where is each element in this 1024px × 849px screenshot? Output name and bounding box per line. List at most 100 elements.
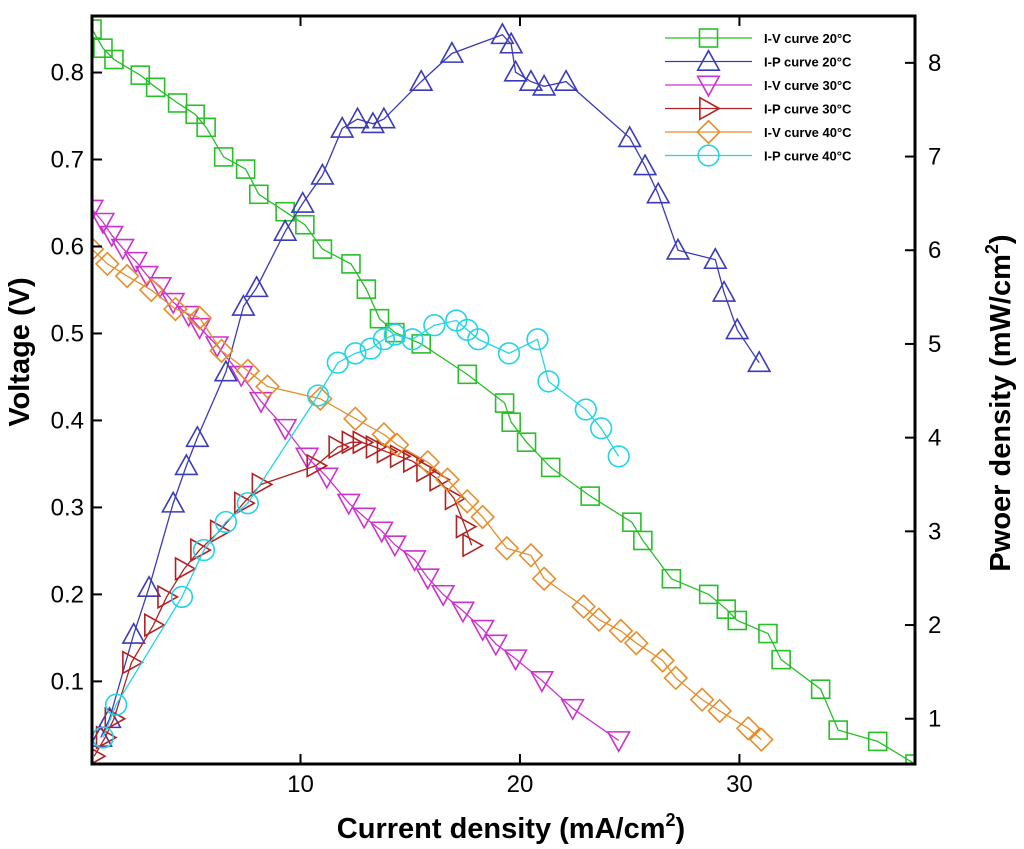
data-point	[727, 610, 748, 631]
data-point	[360, 111, 386, 134]
data-point	[341, 430, 364, 455]
y-axis-title: Voltage (V)	[4, 277, 36, 426]
data-point	[365, 434, 388, 460]
legend-label: I-V curve 40°C	[764, 125, 852, 140]
data-point	[272, 418, 298, 441]
legend-label: I-V curve 30°C	[764, 78, 852, 93]
y-tick-label: 0.3	[51, 494, 84, 521]
data-point	[138, 277, 164, 303]
data-point	[735, 715, 761, 741]
data-point	[689, 687, 715, 713]
data-point	[314, 467, 339, 490]
y-tick-label: 0.5	[51, 320, 84, 347]
x-tick-label: 30	[726, 771, 753, 798]
data-point	[371, 421, 397, 447]
data-point	[439, 41, 465, 63]
data-point	[518, 69, 544, 92]
legend-label: I-P curve 30°C	[764, 102, 852, 117]
data-point	[415, 568, 440, 591]
y2-axis-title-end: )	[985, 234, 1017, 244]
data-point	[450, 601, 476, 624]
data-point	[462, 533, 485, 558]
data-point	[499, 31, 524, 54]
data-point	[516, 432, 537, 452]
data-point	[531, 73, 557, 96]
data-point	[209, 338, 234, 364]
data-point	[187, 305, 212, 331]
data-point	[503, 59, 528, 82]
data-point	[174, 556, 197, 581]
data-point	[170, 585, 194, 609]
data-point	[345, 106, 370, 129]
y-tick-label: 0.1	[51, 668, 84, 695]
data-point	[716, 599, 737, 619]
data-point	[867, 731, 888, 752]
data-point	[828, 720, 848, 740]
series-4	[92, 236, 774, 753]
data-point	[415, 449, 441, 475]
data-point	[235, 159, 256, 179]
data-point	[571, 594, 596, 619]
data-point	[409, 69, 434, 92]
data-point	[633, 530, 653, 551]
data-point	[99, 225, 124, 248]
data-point	[310, 162, 335, 185]
y-tick-label: 0.4	[51, 407, 84, 434]
data-point	[470, 619, 495, 642]
data-point	[204, 336, 230, 359]
y2-tick-label: 8	[928, 50, 941, 77]
data-point	[94, 251, 120, 277]
data-point	[95, 725, 118, 750]
data-point	[526, 328, 549, 351]
y-tick-label: 0.7	[51, 147, 84, 174]
data-point	[622, 512, 642, 533]
data-point	[698, 584, 719, 605]
data-point	[725, 317, 750, 340]
x-tick-label: 10	[287, 771, 314, 798]
data-point	[574, 398, 597, 421]
y2-tick-label: 1	[928, 706, 941, 733]
data-point	[104, 49, 124, 70]
data-point	[537, 370, 560, 393]
data-point	[136, 575, 162, 598]
data-point	[92, 212, 116, 235]
data-point	[518, 542, 544, 568]
data-point	[531, 566, 557, 592]
x-axis-title: Current density (mA/cm2)	[337, 810, 685, 845]
data-point	[251, 472, 274, 497]
data-point	[747, 350, 772, 373]
data-point	[529, 671, 555, 693]
data-point	[494, 393, 515, 413]
data-point	[295, 214, 315, 235]
y-tick-label: 0.6	[51, 233, 84, 260]
data-point	[771, 649, 791, 670]
data-point	[192, 538, 216, 562]
data-point	[483, 634, 508, 657]
data-point	[402, 448, 425, 474]
data-point	[306, 453, 329, 478]
data-point	[326, 351, 349, 374]
data-point	[92, 748, 107, 764]
data-point	[93, 38, 113, 58]
data-point	[114, 263, 140, 289]
data-point	[661, 568, 682, 589]
data-point	[430, 584, 456, 607]
data-point	[617, 125, 642, 148]
data-point	[235, 358, 261, 384]
series-line	[100, 33, 760, 738]
data-point	[121, 621, 146, 644]
series-line	[93, 441, 473, 757]
data-point	[455, 514, 478, 539]
legend-marker	[697, 144, 720, 167]
data-point	[711, 279, 737, 302]
data-point	[810, 679, 831, 700]
data-point	[560, 698, 585, 721]
data-point	[214, 510, 238, 534]
data-point	[494, 535, 520, 561]
data-point	[104, 693, 128, 716]
y2-axis-title: Pwoer density (mW/cm2)	[982, 234, 1017, 571]
data-point	[580, 486, 600, 506]
data-point	[134, 265, 160, 288]
data-point	[130, 65, 151, 85]
